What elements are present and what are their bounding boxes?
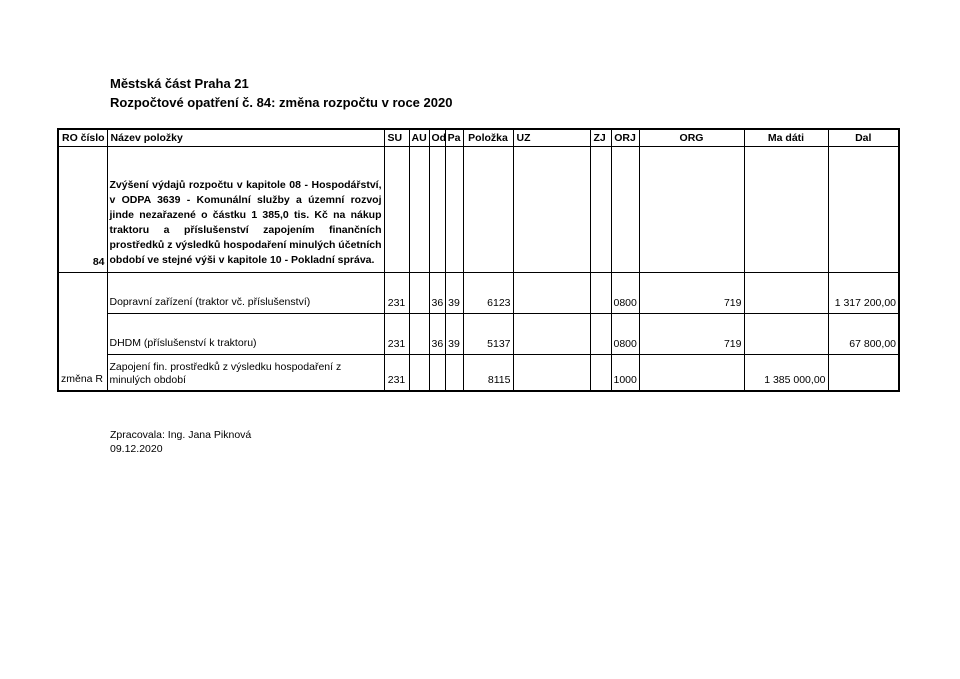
od-cell: 36 xyxy=(428,312,446,355)
ma-dati-cell: 1 385 000,00 xyxy=(743,353,829,392)
au-cell xyxy=(408,312,430,355)
ma-dati-cell xyxy=(743,312,829,355)
au-cell xyxy=(408,271,430,314)
item-name-cell: DHDM (příslušenství k traktoru) xyxy=(106,312,385,355)
pa-cell: 39 xyxy=(444,271,464,314)
document-title: Rozpočtové opatření č. 84: změna rozpočt… xyxy=(110,95,453,110)
orj-cell: 0800 xyxy=(610,271,640,314)
su-cell: 231 xyxy=(383,312,410,355)
dal-cell: 1 317 200,00 xyxy=(827,271,900,314)
pa-cell: 39 xyxy=(444,312,464,355)
measure-description-cell: Zvýšení výdajů rozpočtu v kapitole 08 - … xyxy=(106,145,385,273)
col-header-au: AU xyxy=(408,128,430,147)
uz-cell xyxy=(512,312,591,355)
col-header-nazev-polozky: Název položky xyxy=(106,128,385,147)
dal-cell xyxy=(827,353,900,392)
pa-cell xyxy=(444,353,464,392)
title-block: Městská část Praha 21 Rozpočtové opatřen… xyxy=(110,74,452,112)
polozka-cell: 6123 xyxy=(462,271,514,314)
col-header-od: Od xyxy=(428,128,446,147)
col-header-zj: ZJ xyxy=(589,128,612,147)
col-header-polozka: Položka xyxy=(462,128,514,147)
data-row: DHDM (příslušenství k traktoru) 231 36 3… xyxy=(58,312,900,355)
su-cell: 231 xyxy=(383,271,410,314)
polozka-cell: 8115 xyxy=(462,353,514,392)
col-header-orj: ORJ xyxy=(610,128,640,147)
footer-block: Zpracovala: Ing. Jana Piknová 09.12.2020 xyxy=(110,428,251,456)
date-line: 09.12.2020 xyxy=(110,443,163,455)
budget-measure-table: RO číslo Název položky SU AU Od Pa Polož… xyxy=(57,128,900,392)
prepared-by-line: Zpracovala: Ing. Jana Piknová xyxy=(110,429,252,441)
ro-number-cell: 84 xyxy=(57,145,108,273)
su-cell: 231 xyxy=(383,353,410,392)
item-name-cell: Zapojení fin. prostředků z výsledku hosp… xyxy=(106,353,385,392)
empty-cell xyxy=(383,145,410,273)
item-name-cell: Dopravní zařízení (traktor vč. příslušen… xyxy=(106,271,385,314)
description-row: 84 Zvýšení výdajů rozpočtu v kapitole 08… xyxy=(57,145,900,273)
change-type-cell: změna R xyxy=(57,271,108,392)
empty-cell xyxy=(512,145,591,273)
zj-cell xyxy=(589,353,612,392)
empty-cell xyxy=(827,145,900,273)
orj-cell: 0800 xyxy=(610,312,640,355)
au-cell xyxy=(408,353,430,392)
col-header-org: ORG xyxy=(638,128,745,147)
col-header-ma-dati: Ma dáti xyxy=(743,128,829,147)
col-header-uz: UZ xyxy=(512,128,591,147)
od-cell xyxy=(428,353,446,392)
empty-cell xyxy=(408,145,430,273)
org-cell xyxy=(638,353,745,392)
empty-cell xyxy=(638,145,745,273)
col-header-pa: Pa xyxy=(444,128,464,147)
ma-dati-cell xyxy=(743,271,829,314)
data-row: změna R Dopravní zařízení (traktor vč. p… xyxy=(57,271,900,392)
col-header-dal: Dal xyxy=(827,128,900,147)
empty-cell xyxy=(743,145,829,273)
org-cell: 719 xyxy=(638,271,745,314)
empty-cell xyxy=(444,145,464,273)
zj-cell xyxy=(589,271,612,314)
empty-cell xyxy=(428,145,446,273)
empty-cell xyxy=(610,145,640,273)
orj-cell: 1000 xyxy=(610,353,640,392)
org-cell: 719 xyxy=(638,312,745,355)
od-cell: 36 xyxy=(428,271,446,314)
polozka-cell: 5137 xyxy=(462,312,514,355)
col-header-su: SU xyxy=(383,128,410,147)
uz-cell xyxy=(512,353,591,392)
empty-cell xyxy=(462,145,514,273)
table-header-row: RO číslo Název položky SU AU Od Pa Polož… xyxy=(57,128,900,147)
organization-name: Městská část Praha 21 xyxy=(110,76,249,91)
zj-cell xyxy=(589,312,612,355)
dal-cell: 67 800,00 xyxy=(827,312,900,355)
uz-cell xyxy=(512,271,591,314)
data-row: Zapojení fin. prostředků z výsledku hosp… xyxy=(58,353,900,392)
col-header-ro-cislo: RO číslo xyxy=(57,128,108,147)
empty-cell xyxy=(589,145,612,273)
